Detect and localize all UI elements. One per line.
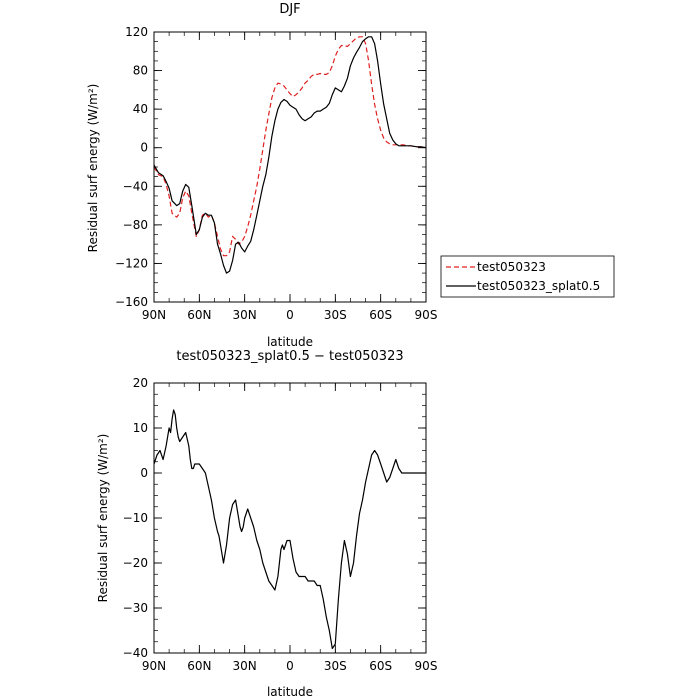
y-tick-label: −160 xyxy=(115,295,148,309)
x-axis-label: latitude xyxy=(267,335,313,349)
legend-label-test050323: test050323 xyxy=(477,260,546,274)
x-tick-label: 90S xyxy=(415,659,438,673)
x-tick-label: 60S xyxy=(369,308,392,322)
x-tick-label: 90N xyxy=(142,308,166,322)
x-tick-label: 0 xyxy=(286,308,294,322)
series-line-test050323 xyxy=(153,36,427,257)
legend-box xyxy=(440,255,615,298)
x-tick-label: 30S xyxy=(324,308,347,322)
x-tick-label: 60N xyxy=(187,659,211,673)
x-tick-label: 90N xyxy=(142,659,166,673)
y-tick-label: −30 xyxy=(123,601,148,615)
y-tick-label: −80 xyxy=(123,218,148,232)
x-tick-label: 30N xyxy=(233,659,257,673)
plot-frame xyxy=(153,382,427,654)
plot-area: 90N 60N 30N 0 30S 60S 90S 120 80 40 0 −40 −80 −120 −16… xyxy=(115,25,437,322)
y-tick-label: 20 xyxy=(133,376,148,390)
y-tick-label: 80 xyxy=(133,64,148,78)
y-tick-label: −10 xyxy=(123,511,148,525)
y-tick-label: 10 xyxy=(133,421,148,435)
series-line-difference xyxy=(153,409,426,650)
x-tick-label: 0 xyxy=(286,659,294,673)
y-tick-label: 120 xyxy=(125,25,148,39)
y-tick-label: −40 xyxy=(123,179,148,193)
x-tick-label: 30S xyxy=(324,659,347,673)
x-tick-label: 90S xyxy=(415,308,438,322)
legend: test050323 test050323_splat0.5 xyxy=(440,255,615,298)
y-axis-label: Residual surf energy (W/m²) xyxy=(96,434,110,603)
x-tick-label: 60N xyxy=(187,308,211,322)
legend-label-test050323-splat0-5: test050323_splat0.5 xyxy=(477,279,600,293)
y-tick-label: 0 xyxy=(140,466,148,480)
chart-djf: DJF 90N 60N 30N 0 30S 60S 90S 120 80 40 0 −40 −80 −12… xyxy=(86,2,615,349)
series-line-test050323-splat0-5 xyxy=(153,36,427,274)
plot-frame xyxy=(153,31,427,303)
x-tick-label: 60S xyxy=(369,659,392,673)
x-axis-label: latitude xyxy=(267,685,313,699)
y-tick-label: −40 xyxy=(123,646,148,660)
y-tick-label: −120 xyxy=(115,256,148,270)
y-tick-label: 0 xyxy=(140,141,148,155)
y-tick-label: −20 xyxy=(123,556,148,570)
x-tick-label: 30N xyxy=(233,308,257,322)
plot-area: 90N 60N 30N 0 30S 60S 90S 20 10 0 −10 −20 −30 −40 xyxy=(123,376,438,673)
y-tick-label: 40 xyxy=(133,102,148,116)
chart-difference: test050323_splat0.5 − test050323 90N 60N 3… xyxy=(96,349,437,699)
y-axis-label: Residual surf energy (W/m²) xyxy=(86,84,100,253)
chart-title: test050323_splat0.5 − test050323 xyxy=(176,349,403,364)
chart-title: DJF xyxy=(279,2,300,17)
